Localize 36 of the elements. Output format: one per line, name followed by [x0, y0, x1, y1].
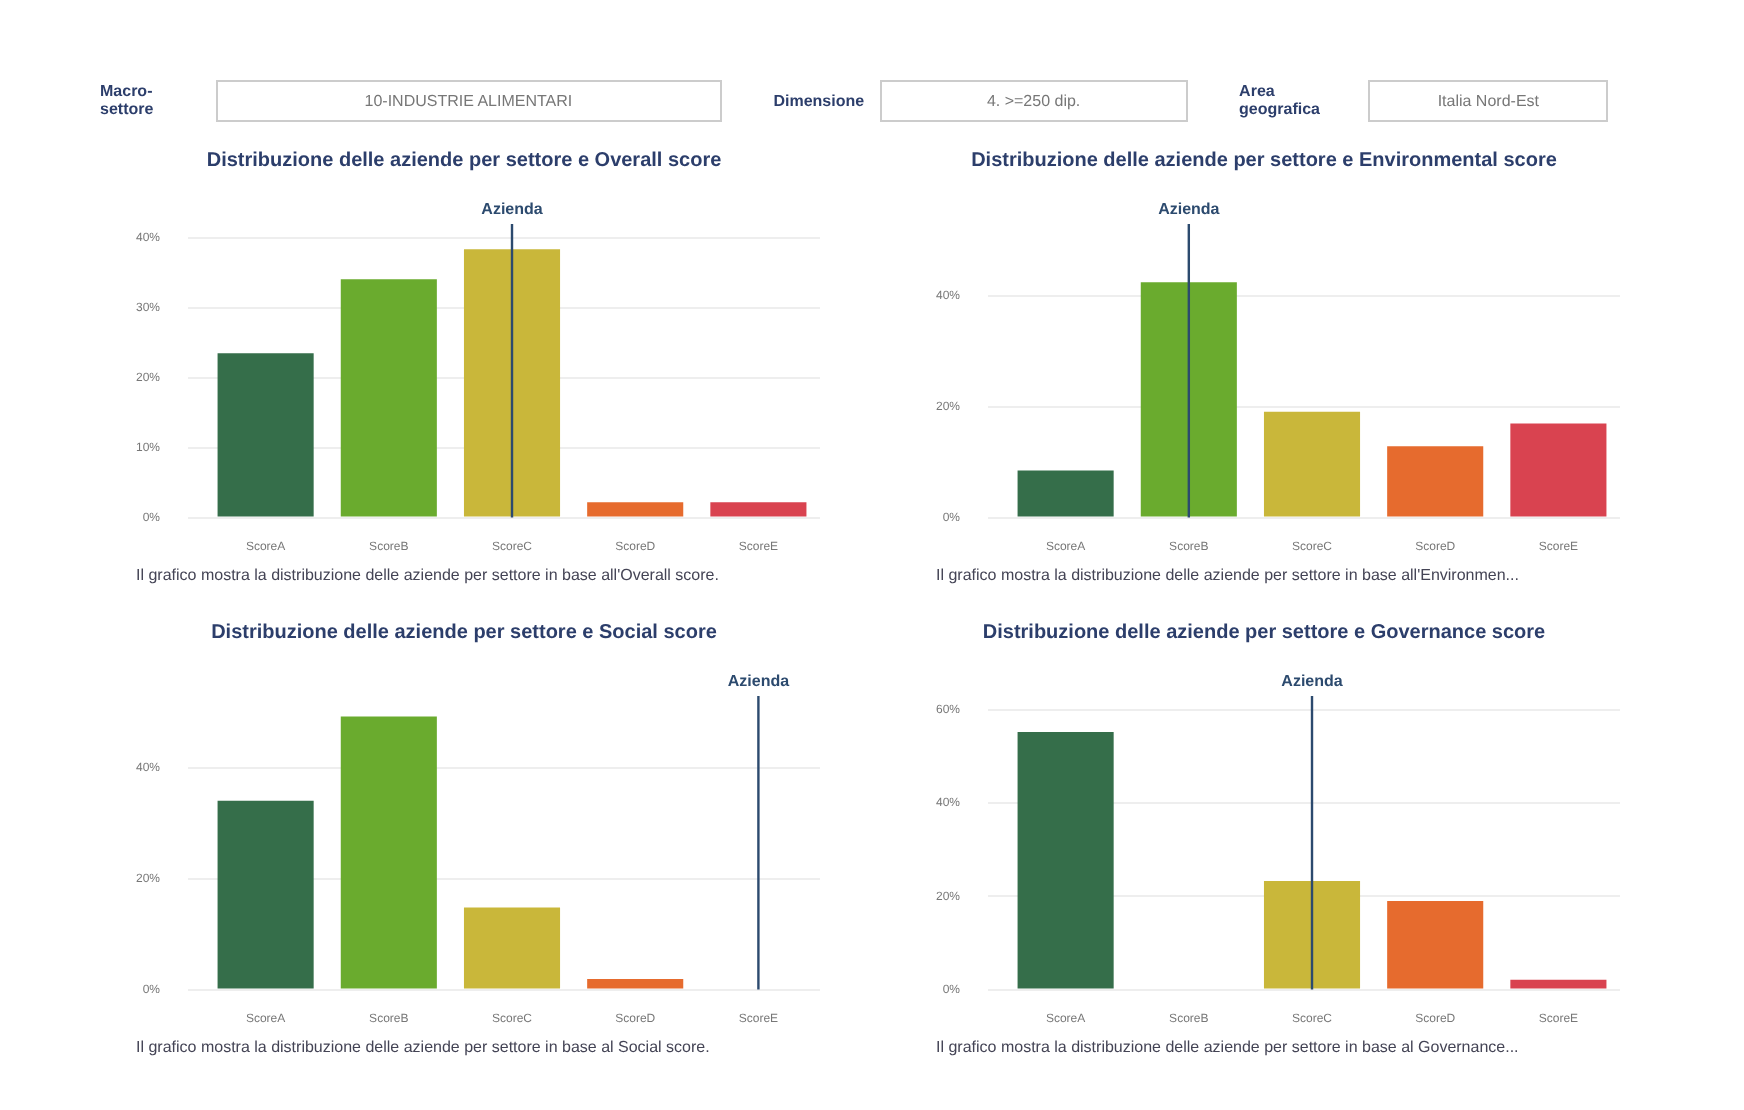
- chart-title: Distribuzione delle aziende per settore e Governance score: [982, 621, 1547, 644]
- ref-line-label: Azienda: [1281, 672, 1344, 691]
- text: Macro-settore: [100, 82, 156, 118]
- text: 10-INDUSTRIE ALIMENTARI: [215, 79, 722, 121]
- bar: [587, 979, 684, 989]
- text: Dimensione: [773, 91, 865, 109]
- bar: [217, 800, 314, 989]
- bar: [1263, 881, 1361, 989]
- bar: [340, 716, 437, 989]
- bar: [1017, 470, 1114, 517]
- ref-line-label: Azienda: [727, 672, 791, 691]
- bar: [1387, 446, 1484, 517]
- chart-title: Distribuzione delle aziende per settore e Environmental score: [971, 149, 1558, 172]
- bar: [1387, 901, 1484, 989]
- bar: [710, 502, 807, 517]
- bar: [463, 249, 561, 517]
- text: Il grafico mostra la distribuzione delle aziende per settore in base al Governance...: [936, 1038, 1519, 1056]
- ref-line-label: Azienda: [1158, 200, 1221, 219]
- bar: [463, 907, 561, 989]
- text: Italia Nord-Est: [1368, 79, 1608, 121]
- bar: [1510, 979, 1607, 989]
- text: Il grafico mostra la distribuzione delle aziende per settore in base al Social score.: [136, 1038, 710, 1056]
- ref-line-label: Azienda: [481, 200, 544, 219]
- text: 4. >=250 dip.: [880, 79, 1188, 121]
- chart-title: Distribuzione delle aziende per settore e Social score: [211, 621, 718, 644]
- text: Area geografica: [1239, 82, 1323, 118]
- text: Il grafico mostra la distribuzione delle aziende per settore in base all'Environmen...: [936, 566, 1519, 584]
- bar: [340, 279, 437, 517]
- text: Il grafico mostra la distribuzione delle aziende per settore in base all'Overall score.: [136, 566, 719, 584]
- chart-title: Distribuzione delle aziende per settore e Overall score: [206, 149, 723, 172]
- bar: [1140, 282, 1237, 517]
- bar: [1017, 731, 1114, 989]
- bar: [1263, 411, 1361, 517]
- bar: [217, 353, 314, 517]
- bar: [1510, 423, 1607, 517]
- bar: [587, 502, 684, 517]
